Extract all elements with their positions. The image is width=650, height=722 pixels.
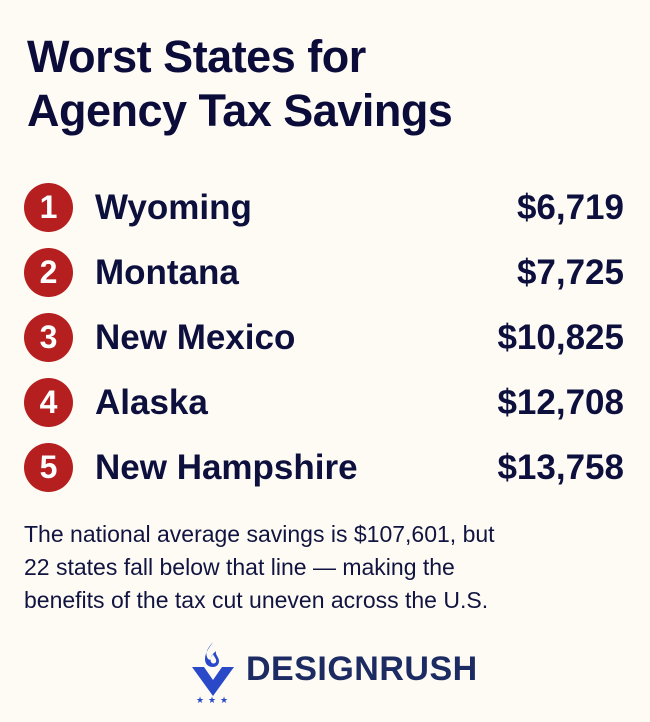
rank-badge: 5	[24, 443, 73, 492]
svg-text:★: ★	[208, 696, 216, 704]
ranking-row: 4 Alaska $12,708	[24, 370, 624, 435]
ranking-row: 5 New Hampshire $13,758	[24, 435, 624, 500]
savings-amount: $10,825	[497, 317, 624, 357]
svg-text:★: ★	[220, 696, 228, 704]
ranking-row: 1 Wyoming $6,719	[24, 175, 624, 240]
footnote: The national average savings is $107,601…	[24, 518, 634, 617]
svg-text:★: ★	[196, 696, 204, 704]
savings-amount: $12,708	[497, 382, 624, 422]
footnote-line-1: The national average savings is $107,601…	[24, 521, 495, 547]
state-name: Wyoming	[95, 187, 252, 227]
savings-amount: $13,758	[497, 447, 624, 487]
footnote-line-3: benefits of the tax cut uneven across th…	[24, 587, 489, 613]
rank-badge: 2	[24, 248, 73, 297]
brand-name: DESIGNRUSH	[246, 649, 478, 688]
state-name: Alaska	[95, 382, 208, 422]
page-title: Worst States for Agency Tax Savings	[27, 30, 453, 138]
savings-amount: $6,719	[516, 187, 624, 227]
rank-badge: 1	[24, 183, 73, 232]
ranking-row: 3 New Mexico $10,825	[24, 305, 624, 370]
state-name: New Hampshire	[95, 447, 358, 487]
title-line-1: Worst States for	[27, 31, 366, 82]
ranking-row: 2 Montana $7,725	[24, 240, 624, 305]
title-line-2: Agency Tax Savings	[27, 85, 453, 136]
brand-logo: ★ ★ ★ DESIGNRUSH	[190, 640, 478, 706]
state-name: Montana	[95, 252, 239, 292]
ranking-list: 1 Wyoming $6,719 2 Montana $7,725 3 New …	[24, 175, 624, 500]
footnote-line-2: 22 states fall below that line — making …	[24, 554, 455, 580]
savings-amount: $7,725	[516, 252, 624, 292]
state-name: New Mexico	[95, 317, 296, 357]
flame-v-stars-icon: ★ ★ ★	[190, 640, 236, 706]
rank-badge: 4	[24, 378, 73, 427]
rank-badge: 3	[24, 313, 73, 362]
